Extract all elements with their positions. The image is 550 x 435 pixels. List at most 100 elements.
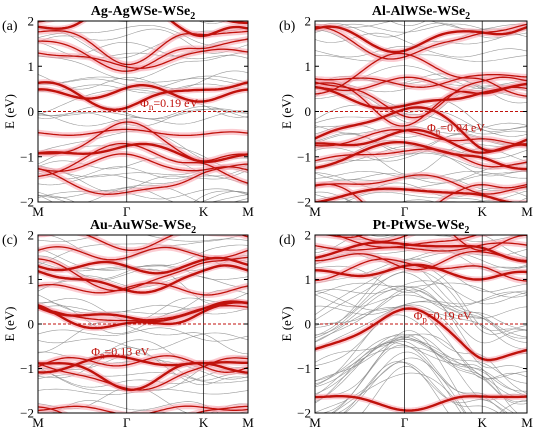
metal-band xyxy=(315,196,527,202)
panel-4: −2 −1 0 1 2 M Γ K M E (eV) (d) Pt-PtWSe-WSe2 Φp=0.19… xyxy=(279,218,533,430)
y-tick-label: 0 xyxy=(305,317,312,332)
projected-band xyxy=(38,21,248,38)
metal-band xyxy=(315,333,527,380)
panel-1: −2 −1 0 1 2 M Γ K M E (eV) (a) Ag-AgWSe-WSe2 Φn=0.19… xyxy=(2,0,254,219)
metal-band xyxy=(315,54,527,62)
y-tick-label: −1 xyxy=(20,361,34,376)
metal-band xyxy=(315,289,527,344)
projected-band xyxy=(38,256,248,275)
y-tick-label: 0 xyxy=(28,317,35,332)
metal-band xyxy=(38,353,248,381)
panel-label: (b) xyxy=(279,19,296,34)
metal-band xyxy=(315,336,527,398)
x-tick-label: Γ xyxy=(123,415,131,430)
metal-band xyxy=(315,272,527,331)
y-tick-label: −1 xyxy=(297,149,311,164)
metal-band xyxy=(315,21,527,30)
metal-band xyxy=(38,105,248,119)
metal-band xyxy=(315,203,527,217)
metal-band xyxy=(343,361,509,413)
metal-band xyxy=(315,291,527,308)
projected-band xyxy=(315,187,527,202)
metal-band xyxy=(315,339,527,403)
metal-band xyxy=(38,51,248,80)
projected-band xyxy=(38,354,248,374)
x-tick-label: M xyxy=(32,415,44,430)
y-tick-label: 2 xyxy=(28,228,35,243)
y-axis-label: E (eV) xyxy=(2,94,17,129)
metal-band xyxy=(38,418,248,430)
panel-title: Au-AuWSe-WSe2 xyxy=(90,218,196,236)
metal-band xyxy=(377,201,389,202)
x-tick-label: K xyxy=(199,204,209,219)
metal-band xyxy=(315,282,527,298)
projected-band xyxy=(315,25,527,54)
metal-band xyxy=(38,0,248,2)
metal-band xyxy=(38,76,248,86)
metal-band xyxy=(344,361,500,413)
metal-band xyxy=(332,372,465,413)
x-tick-label: Γ xyxy=(401,415,409,430)
metal-band xyxy=(38,108,248,120)
projected-band xyxy=(315,128,527,154)
panel-label: (d) xyxy=(279,233,296,248)
metal-band xyxy=(315,109,527,132)
projected-band xyxy=(38,121,248,162)
metal-band xyxy=(38,190,248,202)
projected-band xyxy=(315,82,527,127)
metal-band xyxy=(38,416,248,434)
panel-2: −2 −1 0 1 2 M Γ K M E (eV) (b) Al-AlWSe-WSe2 Φn=0.04… xyxy=(279,4,533,219)
projected-band xyxy=(38,355,248,373)
y-tick-label: 2 xyxy=(305,14,312,29)
projected-band xyxy=(315,235,527,252)
x-tick-label: M xyxy=(521,204,533,219)
y-tick-label: −2 xyxy=(20,406,34,421)
panel-label: (a) xyxy=(2,19,18,34)
projected-band xyxy=(38,142,248,184)
projected-band xyxy=(315,73,527,88)
metal-band xyxy=(400,199,437,202)
projected-band xyxy=(315,263,527,281)
metal-band xyxy=(315,333,527,405)
projected-band xyxy=(38,163,248,195)
y-tick-label: 0 xyxy=(305,104,312,119)
x-tick-label: M xyxy=(242,204,254,219)
metal-band xyxy=(344,191,487,202)
projected-band xyxy=(38,142,248,164)
metal-band xyxy=(38,409,248,413)
metal-band xyxy=(38,192,248,215)
projected-band xyxy=(315,129,527,147)
projected-band xyxy=(38,153,248,172)
metal-band xyxy=(201,21,218,23)
y-tick-label: −2 xyxy=(297,406,311,421)
projected-band xyxy=(84,235,175,251)
projected-band xyxy=(38,357,248,391)
y-tick-label: −1 xyxy=(297,361,311,376)
projected-band xyxy=(38,48,248,69)
y-tick-label: −2 xyxy=(20,195,34,210)
barrier-annotation: Φn=0.04 eV xyxy=(427,120,485,136)
projected-band xyxy=(315,23,527,60)
projected-band xyxy=(315,76,527,94)
projected-band xyxy=(38,301,248,330)
projected-band xyxy=(38,264,248,294)
projected-band xyxy=(38,128,248,137)
projected-band xyxy=(38,282,248,296)
y-axis-label: E (eV) xyxy=(279,94,294,129)
barrier-annotation: Φp=0.19 eV xyxy=(414,309,472,325)
x-tick-label: M xyxy=(521,415,533,430)
x-tick-label: Γ xyxy=(123,204,131,219)
projected-band xyxy=(38,405,248,413)
projected-band xyxy=(315,52,527,97)
x-tick-label: K xyxy=(478,415,488,430)
projected-band xyxy=(315,395,527,412)
y-tick-label: 1 xyxy=(305,59,312,74)
x-tick-label: M xyxy=(309,204,321,219)
metal-band xyxy=(38,170,248,193)
y-tick-label: −2 xyxy=(297,195,311,210)
y-axis-label: E (eV) xyxy=(2,306,17,341)
x-tick-label: K xyxy=(199,415,209,430)
projected-band xyxy=(315,241,527,263)
projected-band xyxy=(315,250,527,271)
